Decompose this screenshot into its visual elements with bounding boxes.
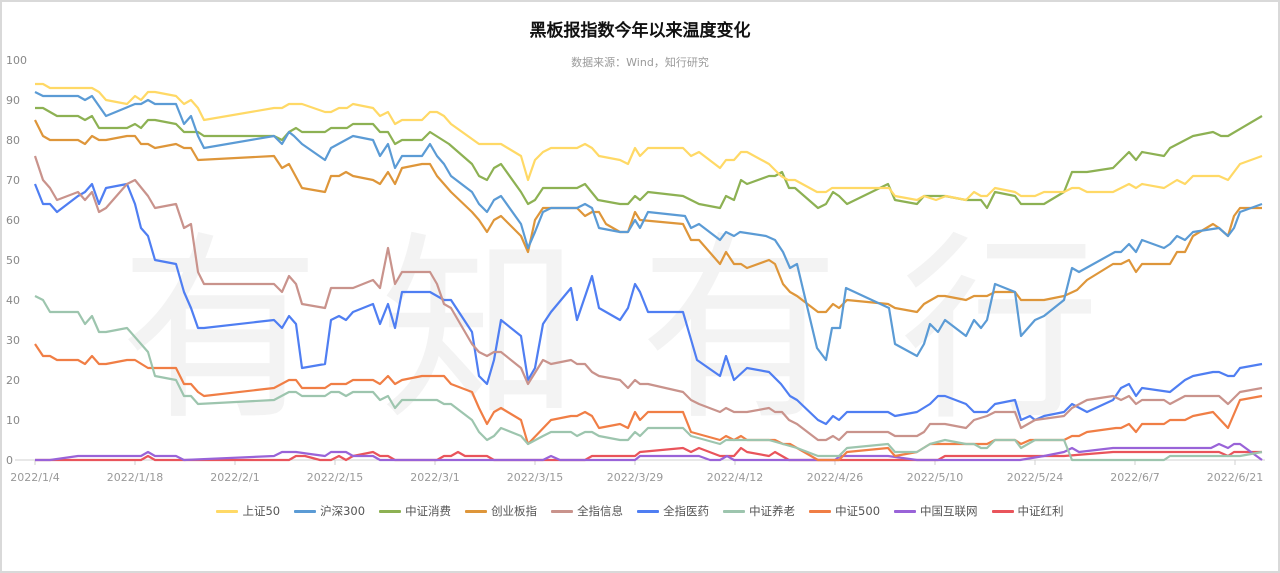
legend-swatch <box>551 509 574 513</box>
legend-item[interactable]: 中证红利 <box>991 503 1064 519</box>
legend-swatch <box>894 509 917 513</box>
legend-item[interactable]: 全指信息 <box>551 503 623 519</box>
legend-label: 中国互联网 <box>920 504 978 518</box>
y-tick-label: 100 <box>6 54 27 67</box>
legend-item[interactable]: 中证养老 <box>723 503 795 519</box>
x-tick-label: 2022/4/12 <box>707 471 763 484</box>
legend-swatch <box>465 509 488 513</box>
series-line-上证50 <box>35 82 1263 202</box>
x-tick-label: 2022/5/24 <box>1007 471 1063 484</box>
x-tick-label: 2022/6/21 <box>1207 471 1263 484</box>
legend-item[interactable]: 沪深300 <box>294 503 365 519</box>
series-line-中证养老 <box>34 295 1263 462</box>
legend-item[interactable]: 全指医药 <box>637 503 709 519</box>
y-tick-label: 30 <box>6 334 20 347</box>
x-tick-label: 2022/5/10 <box>907 471 963 484</box>
series-lines <box>33 82 1263 462</box>
legend-swatch <box>294 509 317 513</box>
legend-label: 中证500 <box>835 504 881 518</box>
legend-item[interactable]: 创业板指 <box>465 503 537 519</box>
y-tick-label: 10 <box>6 414 20 427</box>
legend-label: 中证养老 <box>749 504 796 518</box>
legend-label: 创业板指 <box>491 504 538 518</box>
series-line-中证500 <box>34 343 1263 462</box>
legend-swatch <box>723 509 746 513</box>
y-tick-label: 20 <box>6 374 20 387</box>
legend-swatch <box>637 509 660 513</box>
series-line-全指信息 <box>33 155 1263 442</box>
legend: 上证50 沪深300 中证消费 创业板指 全指信息 全指医药 中证养老 中证500 中国互联网 中… <box>0 503 1280 519</box>
x-tick-label: 2022/4/26 <box>807 471 863 484</box>
legend-label: 中证红利 <box>1017 504 1064 518</box>
x-tick-label: 2022/6/7 <box>1110 471 1159 484</box>
legend-swatch <box>379 509 402 513</box>
legend-item[interactable]: 上证50 <box>216 503 280 519</box>
x-tick-label: 2022/2/15 <box>307 471 363 484</box>
y-tick-label: 50 <box>6 254 20 267</box>
legend-label: 中证消费 <box>405 504 452 518</box>
y-tick-label: 90 <box>6 94 20 107</box>
series-line-中证消费 <box>35 106 1263 210</box>
x-tick-label: 2022/3/15 <box>507 471 563 484</box>
y-tick-label: 60 <box>6 214 20 227</box>
legend-label: 全指信息 <box>577 504 624 518</box>
legend-swatch <box>216 509 239 513</box>
y-axis: 0 10 20 30 40 50 60 70 80 90 100 <box>6 54 27 467</box>
series-line-全指医药 <box>33 182 1263 426</box>
legend-item[interactable]: 中证消费 <box>379 503 451 519</box>
legend-swatch <box>809 509 832 513</box>
x-tick-label: 2022/3/29 <box>607 471 663 484</box>
legend-item[interactable]: 中证500 <box>809 503 880 519</box>
chart-subtitle: 数据来源：Wind，知行研究 <box>571 56 709 69</box>
legend-label: 全指医药 <box>663 504 710 518</box>
x-tick-label: 2022/1/18 <box>107 471 163 484</box>
x-tick-label: 2022/3/1 <box>410 471 459 484</box>
x-tick-label: 2022/2/1 <box>210 471 259 484</box>
legend-label: 沪深300 <box>320 504 366 518</box>
legend-swatch <box>991 509 1014 513</box>
series-line-中国互联网 <box>35 442 1263 462</box>
legend-label: 上证50 <box>242 504 281 518</box>
y-tick-label: 70 <box>6 174 20 187</box>
series-line-沪深300 <box>34 91 1263 362</box>
x-axis: 2022/1/4 2022/1/18 2022/2/1 2022/2/15 2022/3… <box>10 459 1265 484</box>
x-tick-label: 2022/1/4 <box>10 471 59 484</box>
y-tick-label: 0 <box>6 454 13 467</box>
chart-title: 黑板报指数今年以来温度变化 <box>529 21 751 41</box>
legend-item[interactable]: 中国互联网 <box>894 503 978 519</box>
y-tick-label: 40 <box>6 294 20 307</box>
y-tick-label: 80 <box>6 134 20 147</box>
